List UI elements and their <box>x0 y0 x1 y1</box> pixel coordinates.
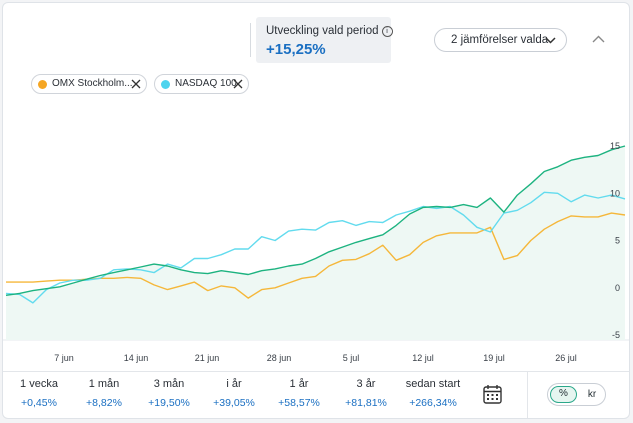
period-3-years[interactable]: 3 år +81,81% <box>336 378 396 409</box>
line-chart[interactable]: -5 0 5 10 15 7 jun 14 jun 21 jun 28 jun 5 jul 12 j… <box>3 3 629 371</box>
development-label: Utveckling vald period i <box>266 25 393 37</box>
percent-toggle[interactable]: % <box>550 386 577 403</box>
comparison-chip-nasdaq-label: NASDAQ 100 <box>175 78 237 89</box>
nasdaq-color-dot <box>161 80 170 89</box>
period-value: +58,57% <box>278 397 320 409</box>
period-1-week[interactable]: 1 vecka +0,45% <box>9 378 69 409</box>
series-line-main <box>5 145 626 296</box>
x-tick-label: 5 jul <box>343 353 360 363</box>
x-tick-label: 19 jul <box>483 353 505 363</box>
series-line-omx <box>6 212 626 299</box>
period-1-year[interactable]: 1 år +58,57% <box>269 378 329 409</box>
chevron-down-icon <box>545 37 556 44</box>
development-box: Utveckling vald period i +15,25% <box>256 17 393 63</box>
development-label-text: Utveckling vald period <box>266 25 379 37</box>
comparison-chip-nasdaq[interactable]: NASDAQ 100 <box>154 74 249 94</box>
comparisons-dropdown[interactable]: 2 jämförelser valda <box>434 28 567 52</box>
info-icon[interactable]: i <box>381 26 393 37</box>
comparisons-dropdown-label: 2 jämförelser valda <box>451 34 549 46</box>
comparison-chip-omx-label: OMX Stockholm... <box>52 78 133 89</box>
chevron-up-icon[interactable] <box>592 35 605 43</box>
close-icon[interactable] <box>233 79 243 89</box>
period-1-month[interactable]: 1 mån +8,82% <box>74 378 134 409</box>
calendar-icon[interactable] <box>483 384 502 404</box>
comparison-chip-omx[interactable]: OMX Stockholm... <box>31 74 147 94</box>
y-tick-label: 5 <box>615 236 620 246</box>
period-label: 1 mån <box>88 378 120 390</box>
series-line-nasdaq <box>5 191 626 304</box>
header-separator <box>250 23 251 57</box>
period-value: +81,81% <box>345 397 387 409</box>
period-value: +19,50% <box>148 397 190 409</box>
period-since-start[interactable]: sedan start +266,34% <box>400 378 466 409</box>
omx-color-dot <box>38 80 47 89</box>
period-value: +8,82% <box>86 397 122 409</box>
development-value: +15,25% <box>266 41 326 58</box>
period-value: +39,05% <box>213 397 255 409</box>
y-tick-label: 0 <box>615 283 620 293</box>
period-label: sedan start <box>405 378 461 390</box>
y-tick-label: 10 <box>610 188 620 198</box>
period-label: 1 vecka <box>20 378 58 390</box>
unit-toggle: % kr <box>547 383 606 406</box>
x-tick-label: 14 jun <box>124 353 149 363</box>
x-tick-label: 26 jul <box>555 353 577 363</box>
x-tick-label: 28 jun <box>267 353 292 363</box>
y-tick-label: 15 <box>610 141 620 151</box>
period-ytd[interactable]: i år +39,05% <box>204 378 264 409</box>
period-label: 1 år <box>289 378 309 390</box>
kr-toggle[interactable]: kr <box>587 389 597 400</box>
x-tick-label: 12 jul <box>412 353 434 363</box>
period-3-months[interactable]: 3 mån +19,50% <box>139 378 199 409</box>
chart-divider <box>3 371 629 372</box>
period-label: 3 mån <box>153 378 185 390</box>
period-value: +266,34% <box>409 397 457 409</box>
y-tick-label: -5 <box>612 330 620 340</box>
period-divider <box>527 372 528 418</box>
period-label: 3 år <box>356 378 376 390</box>
close-icon[interactable] <box>131 79 141 89</box>
period-value: +0,45% <box>21 397 57 409</box>
main-series-area <box>6 146 625 340</box>
period-label: i år <box>226 378 242 390</box>
period-bar: 1 vecka +0,45% 1 mån +8,82% 3 mån +19,50% i… <box>3 372 629 418</box>
chart-card: Utveckling vald period i +15,25% 2 jämför… <box>2 2 630 419</box>
x-tick-label: 7 jun <box>54 353 74 363</box>
x-tick-label: 21 jun <box>195 353 220 363</box>
